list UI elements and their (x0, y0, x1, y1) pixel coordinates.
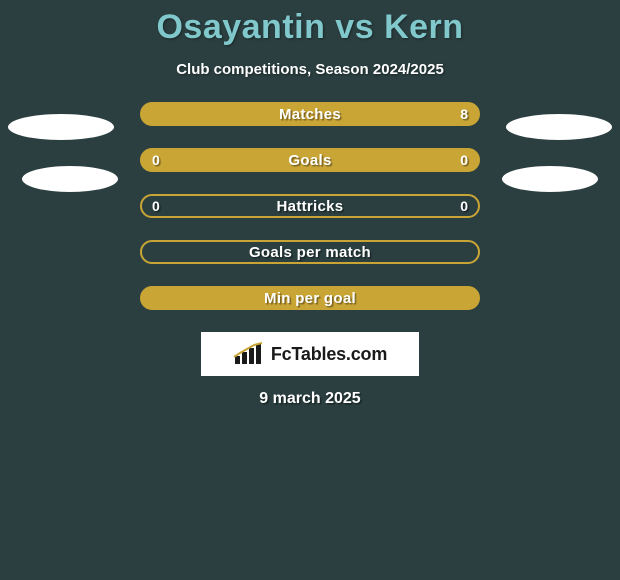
stat-row-matches: Matches 8 (140, 102, 480, 126)
stat-row-min-per-goal: Min per goal (140, 286, 480, 310)
page-subtitle: Club competitions, Season 2024/2025 (0, 61, 620, 78)
stat-label: Min per goal (264, 290, 356, 307)
stat-row-hattricks: 0 Hattricks 0 (140, 194, 480, 218)
stat-value-right: 8 (460, 106, 468, 122)
source-logo: FcTables.com (201, 332, 419, 376)
player-left-photo-placeholder-2 (22, 166, 118, 192)
stat-value-left: 0 (152, 152, 160, 168)
stat-label: Goals per match (249, 244, 371, 261)
player-right-photo-placeholder-1 (506, 114, 612, 140)
stat-rows: Matches 8 0 Goals 0 0 Hattricks 0 Goals … (140, 102, 480, 332)
stat-label: Matches (279, 106, 341, 123)
stat-label: Hattricks (277, 198, 344, 215)
player-left-photo-placeholder-1 (8, 114, 114, 140)
bar-chart-icon (233, 342, 267, 366)
source-logo-text: FcTables.com (271, 344, 387, 365)
stat-value-right: 0 (460, 198, 468, 214)
stat-row-goals-per-match: Goals per match (140, 240, 480, 264)
snapshot-date: 9 march 2025 (0, 390, 620, 408)
stat-label: Goals (288, 152, 331, 169)
stat-row-goals: 0 Goals 0 (140, 148, 480, 172)
stat-value-right: 0 (460, 152, 468, 168)
page-title: Osayantin vs Kern (0, 0, 620, 47)
player-right-photo-placeholder-2 (502, 166, 598, 192)
stat-value-left: 0 (152, 198, 160, 214)
